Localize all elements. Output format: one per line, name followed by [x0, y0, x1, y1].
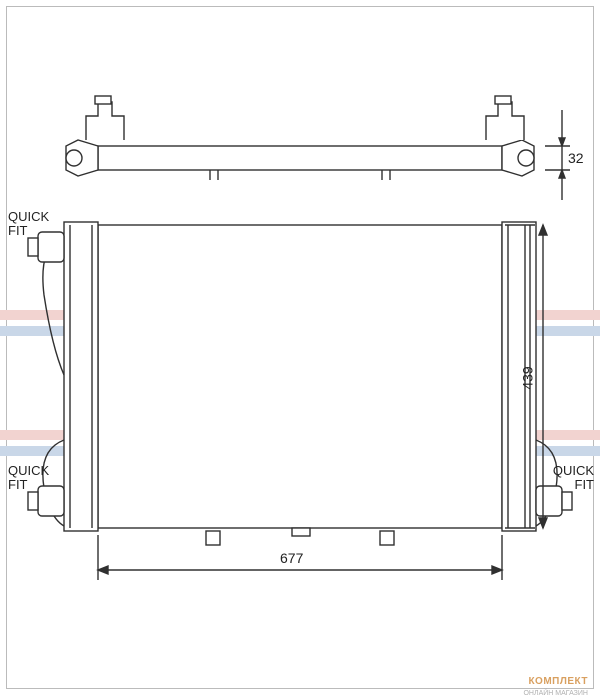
radiator-diagram — [0, 0, 600, 695]
dim-depth: 32 — [568, 150, 584, 166]
label-quick-fit-bottom-left: QUICK FIT — [8, 464, 49, 493]
label-quick-fit-bottom-right: QUICK FIT — [553, 464, 594, 493]
corner-logo: КОМПЛЕКТ — [528, 676, 588, 687]
label-quick-fit-top-left: QUICK FIT — [8, 210, 49, 239]
corner-sub: ОНЛАЙН МАГАЗИН — [523, 690, 588, 697]
dim-height: 439 — [520, 366, 536, 389]
dim-width: 677 — [280, 550, 303, 566]
